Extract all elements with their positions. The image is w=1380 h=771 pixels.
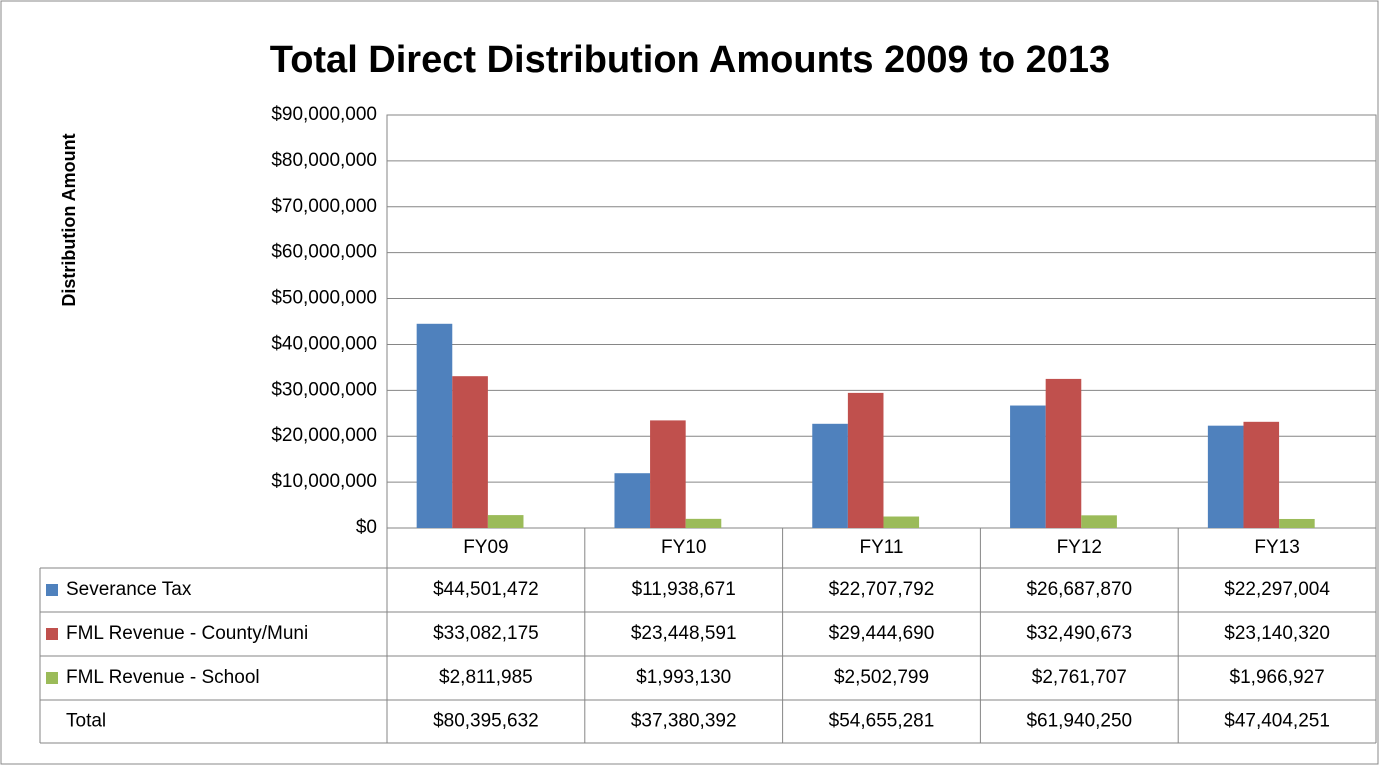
bar [452,376,488,528]
x-tick-label: FY11 [859,537,903,558]
y-tick-label: $80,000,000 [271,150,377,171]
x-tick-label: FY13 [1254,537,1299,558]
legend-key [46,672,58,684]
bar [1045,378,1082,528]
table-cell: $23,448,591 [631,623,737,644]
y-tick-label: $0 [356,517,377,538]
table-cell: $33,082,175 [433,623,539,644]
bar [1081,515,1117,528]
legend-key [46,584,58,596]
y-tick-label: $70,000,000 [271,196,377,217]
table-cell: $2,502,799 [834,667,929,688]
total-label: Total [66,711,106,732]
y-tick-label: $90,000,000 [271,104,377,125]
table-cell: $2,761,707 [1032,667,1127,688]
x-tick-label: FY10 [661,537,706,558]
bar [416,323,453,528]
bar [812,423,848,528]
y-tick-label: $60,000,000 [271,242,377,263]
table-cell: $23,140,320 [1224,623,1330,644]
legend-label: FML Revenue - County/Muni [66,623,308,644]
bar [487,515,524,528]
bar [847,392,884,528]
y-tick-label: $50,000,000 [271,288,377,309]
table-cell: $22,297,004 [1224,579,1330,600]
bar [883,516,920,528]
table-cell: $44,501,472 [433,579,539,600]
total-cell: $37,380,392 [631,711,737,732]
legend-key [46,628,58,640]
y-tick-label: $30,000,000 [271,379,377,400]
bar [1207,425,1244,528]
bar [685,518,722,528]
table-cell: $32,490,673 [1026,623,1132,644]
y-tick-label: $40,000,000 [271,333,377,354]
bar [1279,518,1315,528]
bar [1243,421,1280,528]
table-cell: $1,993,130 [636,667,731,688]
y-tick-label: $10,000,000 [271,471,377,492]
y-axis-label: Distribution Amount [59,133,79,306]
legend-label: Severance Tax [66,579,192,600]
bar [1010,405,1046,528]
table-cell: $22,707,792 [829,579,935,600]
table-cell: $29,444,690 [829,623,935,644]
table-cell: $11,938,671 [632,579,736,600]
chart-title: Total Direct Distribution Amounts 2009 t… [270,39,1110,81]
table-cell: $1,966,927 [1230,667,1325,688]
bar [614,473,651,528]
table-cell: $26,687,870 [1026,579,1132,600]
x-tick-label: FY09 [463,537,508,558]
legend-label: FML Revenue - School [66,667,260,688]
bar [650,420,686,528]
total-cell: $54,655,281 [829,711,935,732]
total-cell: $47,404,251 [1224,711,1330,732]
total-cell: $61,940,250 [1026,711,1132,732]
y-tick-label: $20,000,000 [271,425,377,446]
table-cell: $2,811,985 [439,667,533,688]
x-tick-label: FY12 [1057,537,1102,558]
total-cell: $80,395,632 [433,711,539,732]
